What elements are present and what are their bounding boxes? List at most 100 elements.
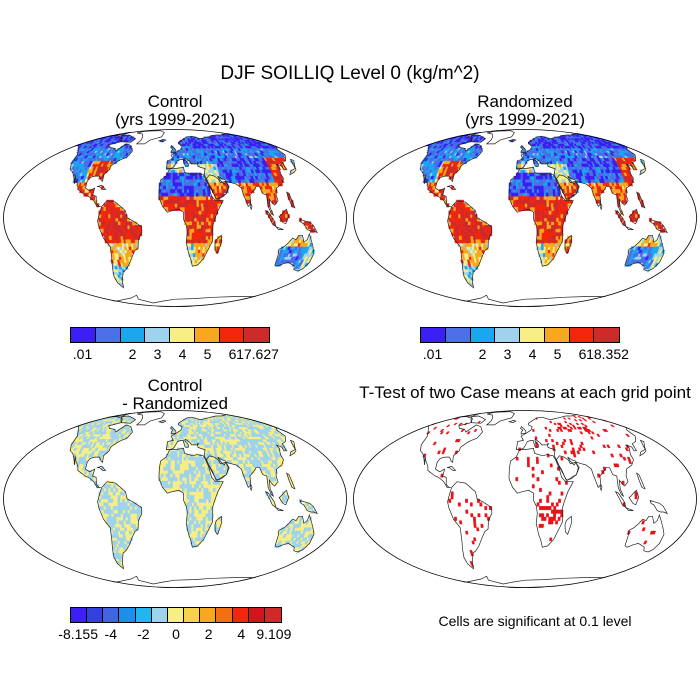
map-border <box>3 129 347 307</box>
colorbar-swatch <box>520 328 545 342</box>
colorbar-tick-label: 2 <box>478 346 487 362</box>
coastline <box>158 167 224 267</box>
coastline <box>97 481 143 570</box>
coastline <box>135 130 165 145</box>
coastline <box>625 226 634 230</box>
colorbar-swatch <box>470 328 496 342</box>
colorbar-tick-label: 3 <box>503 346 512 362</box>
coastline <box>485 411 515 426</box>
map-field <box>402 130 677 307</box>
coastline <box>599 202 603 211</box>
coastline <box>507 139 517 142</box>
colorbar-tick-label: 6 <box>578 346 587 362</box>
difference-panel-title: Control - Randomized <box>75 377 275 413</box>
colorbar-box <box>70 327 270 343</box>
coastline <box>274 513 315 553</box>
coastline <box>628 489 640 506</box>
coastline <box>170 426 177 435</box>
colorbar-tick-label: 4 <box>528 346 537 362</box>
colorbar-tick-label: 17.627 <box>236 346 279 362</box>
coastline <box>624 513 665 553</box>
colorbar-tick-label: -2 <box>137 626 150 642</box>
colorbar-tick-label: 5 <box>553 346 562 362</box>
colorbar-swatch <box>594 328 619 342</box>
coastline <box>564 234 573 254</box>
colorbar-tick-label: .01 <box>422 346 443 362</box>
colorbar-tick-label: 5 <box>203 346 212 362</box>
colorbar-swatch <box>421 328 446 342</box>
colorbar-tick-label: 0 <box>172 626 180 642</box>
coastline <box>53 416 133 488</box>
colorbar-tick-label: 18.352 <box>586 346 629 362</box>
coastline <box>278 208 290 225</box>
coastline <box>507 420 517 423</box>
colorbar-tick-label: -4 <box>104 626 117 642</box>
control-title-line1: Control <box>147 92 203 111</box>
colorbar-swatch <box>194 328 220 342</box>
coastline <box>403 135 483 207</box>
coastline <box>165 413 298 498</box>
coastline <box>274 232 315 272</box>
colorbar-tick-label: 3 <box>153 346 162 362</box>
colorbar-swatch <box>145 328 170 342</box>
coastline <box>275 226 284 230</box>
coastline <box>520 426 527 435</box>
coastline <box>403 416 483 488</box>
coastline <box>447 200 493 289</box>
colorbar-swatch <box>119 608 136 622</box>
colorbar-swatch <box>244 328 269 342</box>
map-border <box>353 129 697 307</box>
colorbar-tick-label: .01 <box>72 346 93 362</box>
coastline <box>515 132 648 217</box>
colorbar-box <box>70 607 282 623</box>
coastline <box>520 145 527 154</box>
coastline <box>564 515 573 535</box>
coastline <box>286 472 296 490</box>
main-title: DJF SOILLIQ Level 0 (kg/m^2) <box>220 63 480 84</box>
ttest-panel-title: T-Test of two Case means at each grid po… <box>359 383 691 402</box>
coastline <box>120 415 137 424</box>
coastline <box>515 413 648 498</box>
coastline <box>157 139 167 142</box>
colorbar-swatch <box>71 328 96 342</box>
coastline <box>97 200 143 289</box>
difference-title-line1: Control <box>147 376 203 395</box>
coastline <box>53 135 133 207</box>
colorbar-swatch <box>87 608 104 622</box>
coastline <box>624 232 665 272</box>
map-cells <box>417 414 657 567</box>
coastline <box>649 499 668 515</box>
coastline <box>214 234 223 254</box>
colorbar-swatch <box>184 608 201 622</box>
colorbar-tick-label: -8.155 <box>58 626 98 642</box>
colorbar-swatch <box>135 608 152 622</box>
colorbar-swatch <box>219 328 245 342</box>
coastline <box>289 439 297 457</box>
colorbar-swatch <box>264 608 282 622</box>
map-field <box>52 130 327 307</box>
colorbar-tick-label: 2 <box>204 626 213 642</box>
colorbar-swatch <box>120 328 146 342</box>
coastline <box>429 575 627 588</box>
map-field <box>52 411 327 588</box>
colorbar-tick-label: 4 <box>237 626 246 642</box>
ttest-map <box>353 410 697 588</box>
coastline <box>289 158 297 176</box>
colorbar-swatch <box>200 608 217 622</box>
coastline <box>214 515 223 535</box>
randomized-map <box>353 129 697 307</box>
colorbar-swatch <box>71 608 88 622</box>
coastline <box>299 499 318 515</box>
colorbar-swatch <box>495 328 520 342</box>
colorbar-swatch <box>248 608 265 622</box>
coastline <box>470 134 487 143</box>
colorbar-tick-label: 9.109 <box>256 626 292 642</box>
coastline <box>205 455 230 481</box>
colorbar-swatch <box>170 328 195 342</box>
colorbar-swatch <box>544 328 570 342</box>
randomized-title-line1: Randomized <box>477 92 573 111</box>
coastline <box>636 472 646 490</box>
coastline <box>157 420 167 423</box>
coastline <box>446 465 457 471</box>
coastline <box>470 415 487 424</box>
